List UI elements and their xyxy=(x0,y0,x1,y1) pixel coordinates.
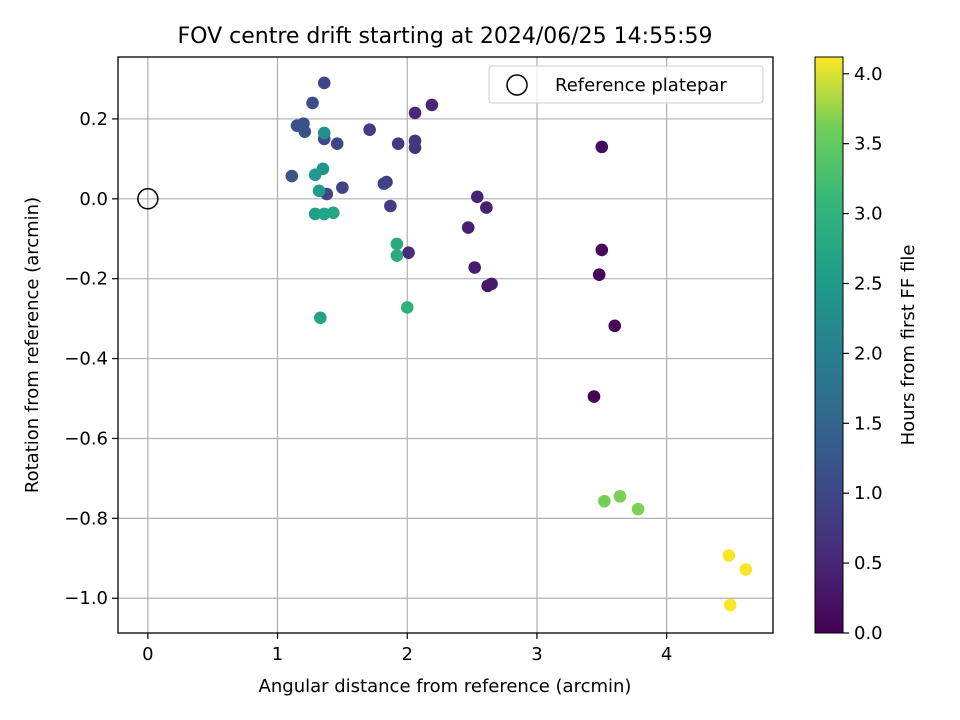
data-point xyxy=(722,549,736,562)
data-point xyxy=(613,490,627,503)
colorbar-tick-label: 1.5 xyxy=(854,413,883,434)
data-point xyxy=(306,96,319,110)
x-axis-label: Angular distance from reference (arcmin) xyxy=(259,676,632,697)
y-tick-label: −0.8 xyxy=(64,508,108,529)
data-point xyxy=(608,319,622,333)
colorbar-gradient xyxy=(814,56,844,634)
data-point xyxy=(308,207,322,221)
y-tick-label: −0.2 xyxy=(64,269,108,290)
data-point xyxy=(485,277,498,291)
data-point xyxy=(595,140,609,154)
colorbar-tick-label: 2.0 xyxy=(854,343,883,364)
legend-open-circle-marker xyxy=(506,74,528,96)
x-tick-label: 4 xyxy=(661,644,672,665)
x-tick-label: 0 xyxy=(142,644,153,665)
data-point xyxy=(314,311,327,325)
colorbar-tick-label: 4.0 xyxy=(854,64,883,85)
data-point xyxy=(377,177,391,190)
data-point xyxy=(285,169,299,183)
x-tick-label: 3 xyxy=(531,644,542,665)
y-tick-label: −0.4 xyxy=(64,349,108,370)
colorbar-label: Hours from first FF file xyxy=(898,245,919,446)
data-point xyxy=(631,502,645,516)
data-point xyxy=(298,125,312,138)
y-axis-label: Rotation from reference (arcmin) xyxy=(22,197,43,493)
data-point xyxy=(598,494,611,508)
y-tick-label: 0.2 xyxy=(79,109,108,130)
data-point xyxy=(327,206,340,220)
data-point xyxy=(587,390,601,403)
data-point xyxy=(408,106,422,120)
data-point xyxy=(592,268,606,281)
x-axis-ticks: 0 1 2 3 4 xyxy=(142,633,672,665)
plot-frame xyxy=(117,56,774,634)
data-point xyxy=(312,184,326,198)
reference-platepar-marker xyxy=(137,188,159,210)
reference-marker xyxy=(137,188,159,210)
data-point xyxy=(317,126,331,140)
colorbar-ticks: 0.0 0.5 1.0 1.5 2.0 2.5 3.0 3.5 4.0 xyxy=(843,64,883,644)
data-point xyxy=(317,76,331,90)
data-point xyxy=(595,243,609,257)
data-point xyxy=(480,201,493,214)
legend-box xyxy=(488,65,764,104)
data-points xyxy=(285,76,753,612)
y-axis-ticks: 0.2 0.0 −0.2 −0.4 −0.6 −0.8 −1.0 xyxy=(64,109,118,609)
x-tick-label: 1 xyxy=(272,644,283,665)
data-point xyxy=(391,137,405,150)
x-tick-label: 2 xyxy=(402,644,413,665)
grid-lines xyxy=(118,57,773,633)
data-point xyxy=(470,190,484,204)
legend-label-reference: Reference platepar xyxy=(555,75,727,96)
data-point xyxy=(723,598,737,612)
y-tick-label: −1.0 xyxy=(64,588,108,609)
colorbar-tick-label: 3.0 xyxy=(854,204,883,225)
data-point xyxy=(363,123,376,136)
y-tick-label: 0.0 xyxy=(79,189,108,210)
data-point xyxy=(739,563,753,576)
colorbar-tick-label: 0.0 xyxy=(854,623,883,644)
data-point xyxy=(308,168,322,182)
data-point xyxy=(384,199,397,213)
colorbar-tick-label: 0.5 xyxy=(854,553,883,574)
data-point xyxy=(408,134,422,148)
data-point xyxy=(461,221,475,234)
data-point xyxy=(400,301,414,314)
colorbar-tick-label: 3.5 xyxy=(854,134,883,155)
data-point xyxy=(390,249,404,262)
data-point xyxy=(425,98,439,112)
y-tick-label: −0.6 xyxy=(64,428,108,449)
data-point xyxy=(330,137,344,150)
chart-title: FOV centre drift starting at 2024/06/25 … xyxy=(178,24,713,49)
colorbar-tick-label: 2.5 xyxy=(854,273,883,294)
data-point xyxy=(336,181,349,194)
data-point xyxy=(402,246,415,260)
colorbar-tick-label: 1.0 xyxy=(854,483,883,504)
legend: Reference platepar xyxy=(488,65,764,104)
colorbar: 0.0 0.5 1.0 1.5 2.0 2.5 3.0 3.5 4.0 Hours from f… xyxy=(814,56,919,644)
data-point xyxy=(468,261,481,274)
data-point xyxy=(390,237,404,251)
